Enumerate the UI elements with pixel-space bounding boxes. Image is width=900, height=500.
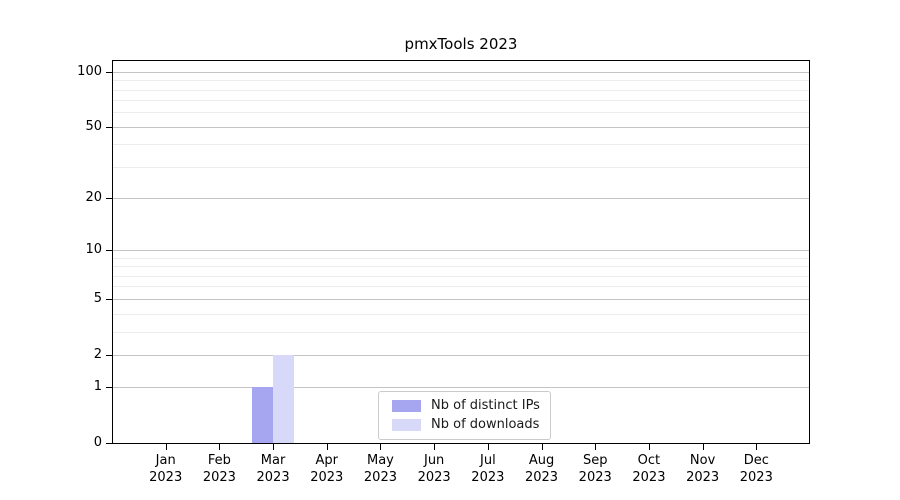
y-tick	[106, 71, 112, 73]
gridline-minor	[113, 112, 809, 114]
y-tick	[106, 387, 112, 389]
legend-item-distinct-ips: Nb of distinct IPs	[392, 398, 540, 414]
gridline-major	[113, 387, 809, 389]
y-tick	[106, 250, 112, 252]
gridline-major	[113, 126, 809, 128]
x-tick	[165, 444, 167, 450]
bar-nb-of-distinct-ips-mar	[252, 387, 274, 443]
gridline-minor	[113, 166, 809, 168]
x-tick-label: Jan 2023	[149, 453, 183, 485]
x-tick-label: Jul 2023	[471, 453, 505, 485]
gridline-minor	[113, 313, 809, 315]
x-tick	[380, 444, 382, 450]
legend-swatch-downloads	[392, 419, 421, 431]
gridline-minor	[113, 80, 809, 82]
x-tick-label: May 2023	[363, 453, 397, 485]
y-tick-label: 2	[93, 346, 102, 362]
gridline-minor	[113, 266, 809, 268]
x-tick-label: Dec 2023	[739, 453, 773, 485]
x-tick-label: Sep 2023	[578, 453, 612, 485]
x-tick-label: Apr 2023	[310, 453, 344, 485]
gridline-minor	[113, 144, 809, 146]
x-tick-label: Mar 2023	[256, 453, 290, 485]
y-tick	[106, 443, 112, 444]
plot-area: 0 1 2 5 10 20 50 100 Jan 2023 Feb 2023 Mar 2023 Apr 202…	[77, 60, 810, 485]
y-tick	[106, 298, 112, 300]
x-tick	[487, 444, 489, 450]
legend-swatch-distinct-ips	[392, 400, 421, 412]
y-tick	[106, 354, 112, 356]
x-tick	[648, 444, 650, 450]
gridline-major	[113, 71, 809, 73]
x-tick-label: Feb 2023	[202, 453, 236, 485]
gridline-major	[113, 354, 809, 356]
y-tick	[106, 198, 112, 200]
axis-spine-right	[809, 60, 810, 444]
gridline-major	[113, 198, 809, 200]
chart-title: pmxTools 2023	[404, 35, 518, 53]
legend-label-distinct-ips: Nb of distinct IPs	[431, 398, 540, 413]
x-tick	[434, 444, 436, 450]
x-tick	[756, 444, 758, 450]
x-tick	[595, 444, 597, 450]
y-tick-label: 20	[85, 190, 102, 206]
bar-nb-of-downloads-mar	[273, 354, 295, 443]
y-tick	[106, 126, 112, 128]
gridline-minor	[113, 286, 809, 288]
legend: Nb of distinct IPs Nb of downloads	[378, 391, 551, 440]
x-tick-label: Oct 2023	[632, 453, 666, 485]
gridline-major	[113, 250, 809, 252]
y-tick-label: 10	[85, 242, 102, 258]
x-tick	[702, 444, 704, 450]
gridline-minor	[113, 331, 809, 333]
x-tick-label: Jun 2023	[417, 453, 451, 485]
y-tick-label: 50	[85, 118, 102, 134]
gridline-minor	[113, 275, 809, 277]
x-tick	[273, 444, 275, 450]
legend-item-downloads: Nb of downloads	[392, 417, 540, 433]
x-tick-label: Nov 2023	[686, 453, 720, 485]
gridline-minor	[113, 100, 809, 102]
x-tick	[219, 444, 221, 450]
gridline-minor	[113, 257, 809, 259]
y-tick-label: 1	[93, 379, 102, 395]
x-tick	[541, 444, 543, 450]
y-tick-label: 0	[93, 435, 102, 450]
x-tick	[326, 444, 328, 450]
y-tick-label: 100	[77, 63, 102, 79]
gridline-major	[113, 298, 809, 300]
legend-label-downloads: Nb of downloads	[431, 417, 540, 432]
axis-spine-top	[112, 60, 810, 61]
axis-spine-bottom	[112, 443, 810, 444]
axis-spine-left	[112, 60, 113, 444]
x-tick-label: Aug 2023	[524, 453, 559, 485]
y-tick-label: 5	[93, 290, 102, 306]
gridline-minor	[113, 89, 809, 91]
